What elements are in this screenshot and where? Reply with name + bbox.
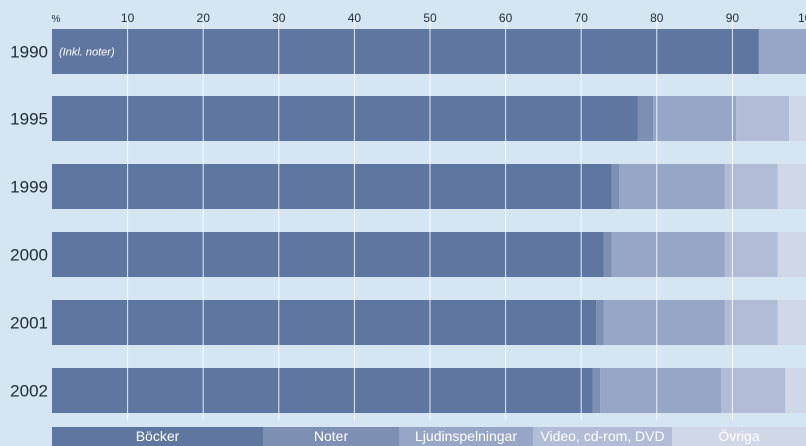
bar-1995--vriga xyxy=(789,96,806,141)
x-tick-80: 80 xyxy=(650,11,664,25)
legend-swatch-b-cker xyxy=(52,427,263,446)
bar-2002-noter xyxy=(592,368,601,413)
legend-label--vriga: Övriga xyxy=(718,427,759,444)
bar-2001-ljudinspelningar xyxy=(603,300,725,345)
x-tick-percent: % xyxy=(52,14,61,25)
x-tick-60: 60 xyxy=(499,11,513,25)
legend-swatch--vriga xyxy=(672,427,806,446)
bar-2000-ljudinspelningar xyxy=(611,232,725,277)
bar-2002-video-cd-rom-dvd xyxy=(721,368,786,413)
bar-2001--vriga xyxy=(777,300,806,345)
gridlines-layer xyxy=(127,18,733,420)
y-axis-labels: 1990 1995 1999 2000 2001 2002 xyxy=(10,43,48,401)
y-label-2002: 2002 xyxy=(10,382,48,401)
legend-swatch-video-cd-rom-dvd xyxy=(533,427,672,446)
bar-1990-b-cker xyxy=(52,29,759,74)
bar-1995-b-cker xyxy=(52,96,638,141)
legend-label-ljudinspelningar: Ljudinspelningar xyxy=(415,428,517,444)
bars-layer xyxy=(52,29,806,413)
bar-2000--vriga xyxy=(777,232,806,277)
legend-swatch-noter xyxy=(263,427,399,446)
bar-1999-video-cd-rom-dvd xyxy=(724,164,778,209)
legend: Böcker Noter Ljudinspelningar Video, cd-rom… xyxy=(52,427,806,446)
y-label-1995: 1995 xyxy=(10,110,48,129)
annotation-1990: (Inkl. noter) xyxy=(59,47,115,59)
x-tick-90: 90 xyxy=(726,11,740,25)
bar-2000-noter xyxy=(603,232,612,277)
x-tick-20: 20 xyxy=(197,11,211,25)
x-tick-70: 70 xyxy=(575,11,589,25)
x-tick-40: 40 xyxy=(348,11,362,25)
bar-1995-video-cd-rom-dvd xyxy=(736,96,790,141)
bar-2002-b-cker xyxy=(52,368,593,413)
annotations-layer: (Inkl. noter) xyxy=(59,47,115,59)
bar-1999-ljudinspelningar xyxy=(619,164,725,209)
bar-1999-b-cker xyxy=(52,164,612,209)
bar-2001-video-cd-rom-dvd xyxy=(724,300,778,345)
bar-1995-ljudinspelningar xyxy=(653,96,737,141)
bar-2000-video-cd-rom-dvd xyxy=(724,232,778,277)
x-tick-10: 10 xyxy=(121,11,135,25)
x-tick-50: 50 xyxy=(423,11,437,25)
y-label-2000: 2000 xyxy=(10,246,48,265)
bar-1999--vriga xyxy=(777,164,806,209)
x-tick-30: 30 xyxy=(272,11,286,25)
y-label-2001: 2001 xyxy=(10,314,48,333)
legend-label-noter: Noter xyxy=(314,428,349,444)
bar-2002--vriga xyxy=(785,368,806,413)
bar-2001-noter xyxy=(596,300,604,345)
bar-2000-b-cker xyxy=(52,232,604,277)
bar-2001-b-cker xyxy=(52,300,597,345)
bar-1995-noter xyxy=(637,96,654,141)
x-axis-ticks: % 10 20 30 40 50 60 70 80 90 100 xyxy=(52,11,806,25)
bar-2002-ljudinspelningar xyxy=(600,368,722,413)
legend-swatch-ljudinspelningar xyxy=(399,427,533,446)
bar-1999-noter xyxy=(611,164,619,209)
y-label-1990: 1990 xyxy=(10,43,48,62)
x-tick-100: 100 xyxy=(798,11,806,25)
legend-label-b-cker: Böcker xyxy=(136,428,180,444)
y-label-1999: 1999 xyxy=(10,178,48,197)
legend-label-video-cd-rom-dvd: Video, cd-rom, DVD xyxy=(540,428,664,444)
bar-1990-ljudinspelningar xyxy=(758,29,806,74)
